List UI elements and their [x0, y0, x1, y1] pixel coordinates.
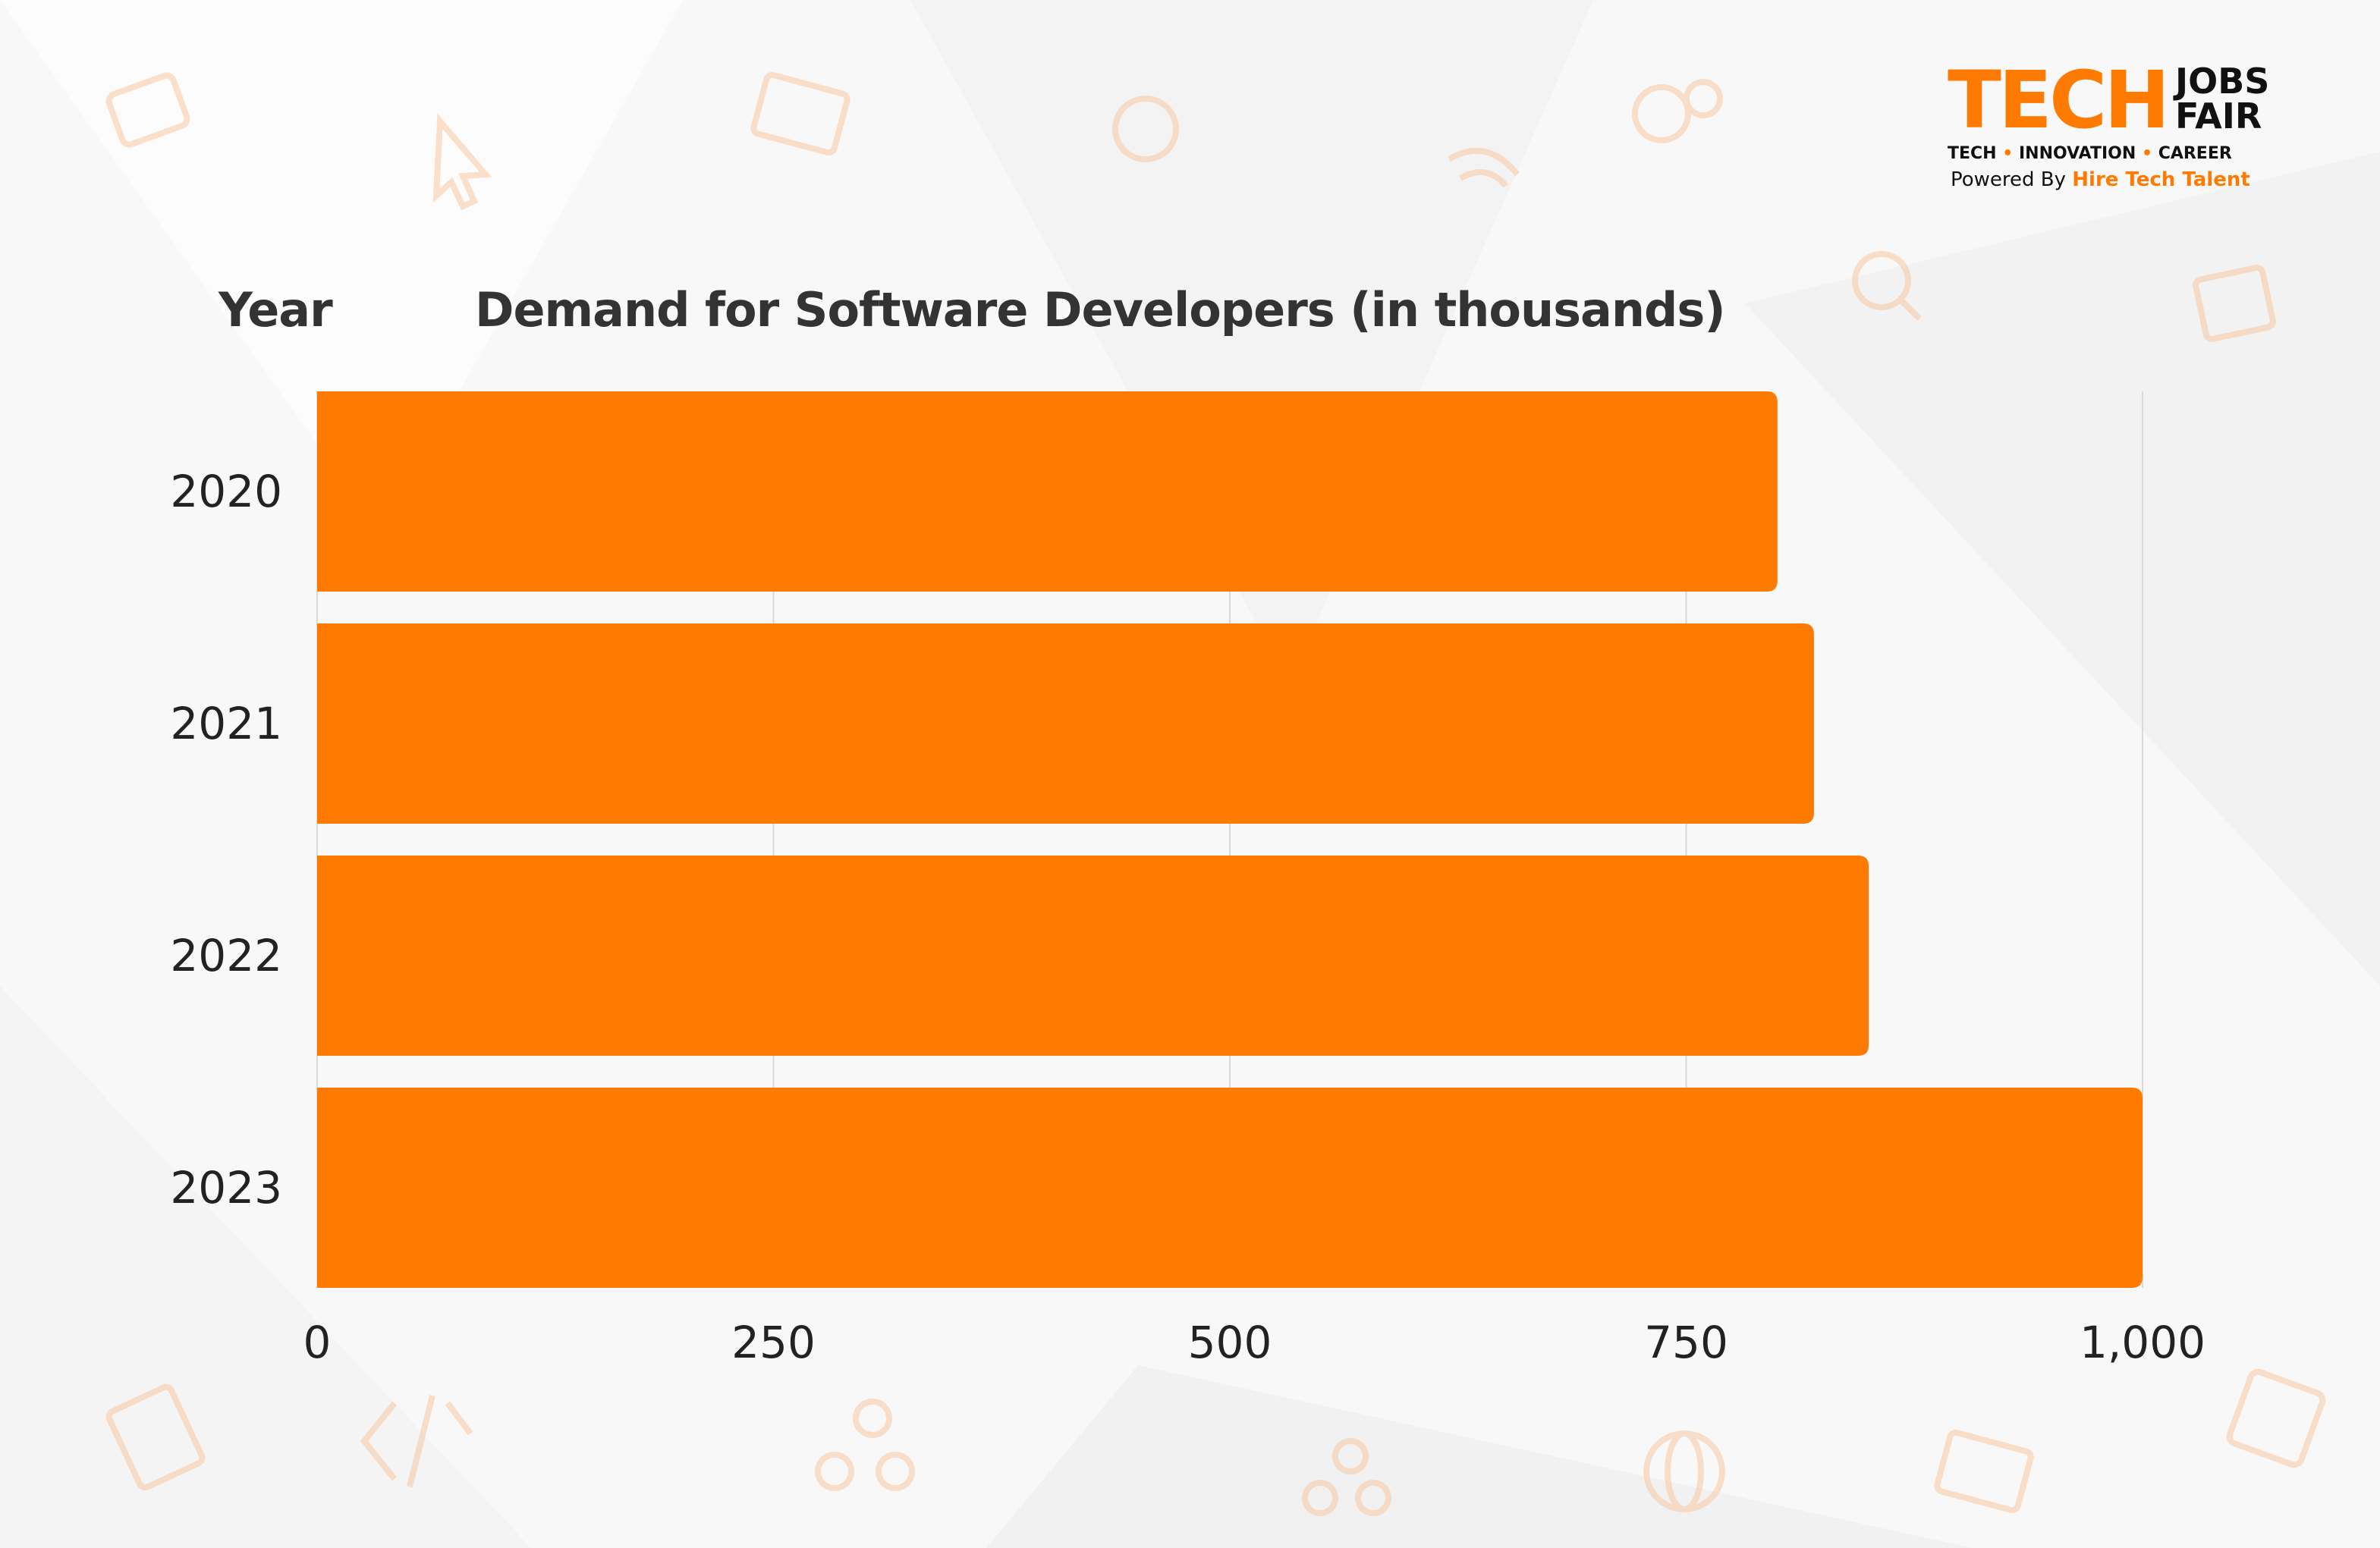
gears-icon	[1632, 79, 1723, 143]
logo-tech: TECH	[1948, 54, 2170, 146]
share-icon	[815, 1399, 915, 1491]
category-labels: 2020 2021 2022 2023	[170, 466, 282, 1214]
tagline-item: INNOVATION	[2019, 144, 2136, 163]
clipboard-icon	[105, 1383, 206, 1491]
briefcase-icon	[105, 72, 190, 148]
cursor-click-icon	[432, 113, 492, 211]
logo-tagline: TECH • INNOVATION • CAREER	[1948, 144, 2266, 163]
globe-icon	[1643, 1430, 1725, 1512]
bar-2021	[317, 623, 1814, 824]
laptop-icon	[1934, 1429, 2034, 1514]
wifi-icon	[1447, 147, 1520, 188]
category-label: 2022	[170, 930, 282, 981]
x-tick-label: 500	[1188, 1317, 1272, 1368]
x-tick-labels: 0 250 500 750 1,000	[303, 1317, 2206, 1368]
laptop-icon	[750, 71, 850, 156]
code-icon	[360, 1395, 473, 1487]
logo-powered-by: Powered By Hire Tech Talent	[1951, 168, 2250, 191]
tagline-item: CAREER	[2158, 144, 2232, 163]
bars	[317, 391, 2143, 1288]
tagline-item: TECH	[1948, 144, 1997, 163]
powered-prefix: Powered By	[1951, 168, 2067, 191]
job-card-icon	[2193, 265, 2276, 342]
logo: TECH JOBS FAIR TECH • INNOVATION • CAREE…	[1948, 54, 2281, 191]
tagline-dot: •	[2141, 144, 2158, 163]
x-tick-label: 0	[303, 1317, 332, 1368]
powered-brand: Hire Tech Talent	[2072, 168, 2250, 191]
category-header: Year	[219, 282, 333, 338]
share-icon	[1302, 1438, 1391, 1516]
value-header: Demand for Software Developers (in thous…	[475, 282, 1726, 338]
x-tick-label: 1,000	[2080, 1317, 2206, 1368]
logo-jobs: JOBS	[2175, 61, 2270, 102]
location-pin-icon	[1112, 96, 1179, 162]
category-label: 2023	[170, 1162, 282, 1214]
bar-2020	[317, 391, 1778, 592]
logo-jobs-fair: JOBS FAIR	[2175, 64, 2269, 133]
category-label: 2020	[170, 466, 282, 517]
chip-icon	[2226, 1368, 2326, 1468]
category-label: 2021	[170, 698, 282, 749]
logo-fair: FAIR	[2175, 96, 2262, 137]
bar-2022	[317, 856, 1869, 1056]
x-tick-label: 750	[1644, 1317, 1728, 1368]
tagline-dot: •	[2002, 144, 2019, 163]
x-tick-label: 250	[731, 1317, 816, 1368]
person-search-icon	[1852, 251, 1922, 321]
bar-2023	[317, 1088, 2143, 1288]
